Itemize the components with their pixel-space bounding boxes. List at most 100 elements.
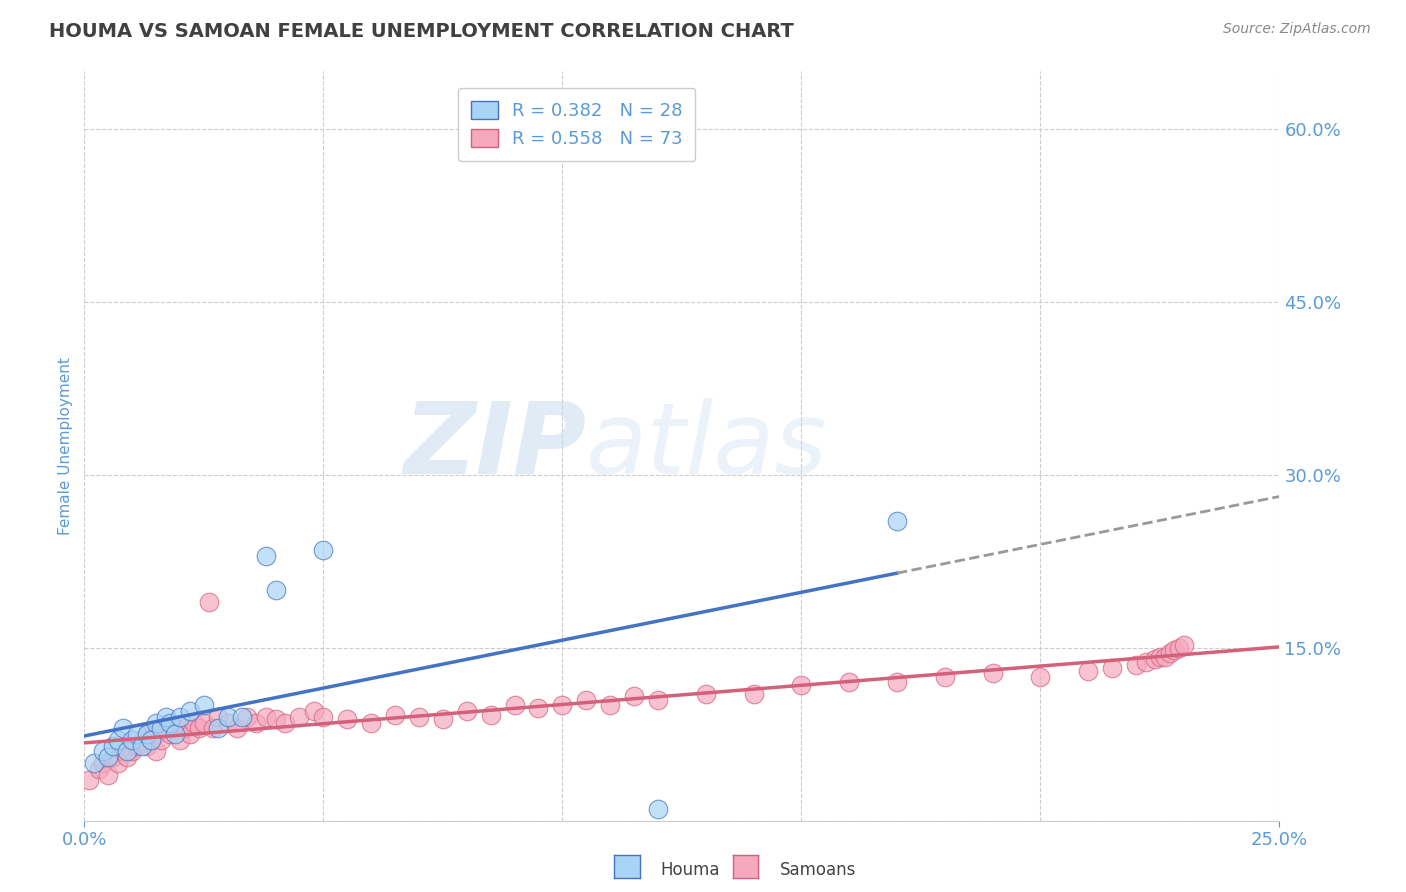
Point	[111, 722, 134, 736]
Point	[1163, 643, 1185, 657]
Point	[264, 583, 287, 598]
Point	[77, 773, 100, 788]
Point	[1029, 669, 1052, 683]
Text: Source: ZipAtlas.com: Source: ZipAtlas.com	[1223, 22, 1371, 37]
Legend: R = 0.382   N = 28, R = 0.558   N = 73: R = 0.382 N = 28, R = 0.558 N = 73	[458, 88, 696, 161]
Point	[155, 710, 177, 724]
Point	[479, 707, 502, 722]
Point	[384, 707, 406, 722]
Point	[193, 698, 215, 713]
Point	[838, 675, 860, 690]
Point	[288, 710, 311, 724]
Point	[179, 704, 201, 718]
Point	[121, 744, 143, 758]
Text: Houma: Houma	[661, 861, 720, 879]
Point	[197, 594, 219, 608]
Point	[575, 692, 598, 706]
Point	[131, 733, 153, 747]
Point	[145, 715, 167, 730]
Point	[981, 666, 1004, 681]
Point	[408, 710, 430, 724]
Point	[302, 704, 325, 718]
Point	[165, 727, 187, 741]
Point	[207, 710, 229, 724]
Point	[141, 733, 163, 747]
Point	[1149, 649, 1171, 664]
Point	[742, 687, 765, 701]
Point	[231, 710, 253, 724]
Point	[1144, 652, 1167, 666]
Point	[183, 715, 205, 730]
Point	[264, 712, 287, 726]
Point	[159, 715, 181, 730]
Point	[456, 704, 478, 718]
Text: ZIP: ZIP	[404, 398, 586, 494]
Point	[254, 549, 277, 563]
Point	[173, 722, 195, 736]
Point	[149, 722, 172, 736]
Point	[790, 678, 813, 692]
Point	[121, 739, 143, 753]
Point	[93, 744, 115, 758]
Point	[155, 722, 177, 736]
Point	[117, 750, 139, 764]
Point	[169, 733, 191, 747]
Point	[135, 739, 157, 753]
Y-axis label: Female Unemployment: Female Unemployment	[58, 357, 73, 535]
Point	[117, 744, 139, 758]
Point	[217, 710, 239, 724]
Point	[1125, 658, 1147, 673]
Point	[101, 750, 124, 764]
Point	[1168, 640, 1191, 655]
Point	[141, 733, 163, 747]
Text: HOUMA VS SAMOAN FEMALE UNEMPLOYMENT CORRELATION CHART: HOUMA VS SAMOAN FEMALE UNEMPLOYMENT CORR…	[49, 22, 794, 41]
Text: Samoans: Samoans	[780, 861, 856, 879]
Point	[360, 715, 382, 730]
Point	[432, 712, 454, 726]
Point	[934, 669, 956, 683]
Point	[245, 715, 267, 730]
Point	[226, 722, 249, 736]
Point	[254, 710, 277, 724]
Point	[236, 710, 259, 724]
Point	[336, 712, 359, 726]
Point	[1173, 639, 1195, 653]
Point	[1153, 649, 1175, 664]
Point	[83, 756, 105, 770]
Point	[193, 715, 215, 730]
Point	[87, 762, 110, 776]
Point	[599, 698, 621, 713]
Point	[135, 727, 157, 741]
Point	[527, 700, 550, 714]
Point	[312, 542, 335, 557]
Point	[121, 733, 143, 747]
Point	[647, 692, 669, 706]
Point	[111, 744, 134, 758]
Point	[188, 722, 211, 736]
Point	[695, 687, 717, 701]
Point	[623, 689, 645, 703]
Point	[647, 802, 669, 816]
Point	[159, 727, 181, 741]
Point	[217, 715, 239, 730]
Point	[145, 727, 167, 741]
Text: atlas: atlas	[586, 398, 828, 494]
Point	[97, 767, 120, 781]
Point	[886, 675, 908, 690]
Point	[503, 698, 526, 713]
Point	[125, 739, 148, 753]
Point	[169, 710, 191, 724]
Point	[101, 739, 124, 753]
Point	[107, 756, 129, 770]
Point	[149, 733, 172, 747]
Point	[107, 733, 129, 747]
Point	[1159, 647, 1181, 661]
Point	[97, 750, 120, 764]
Point	[131, 739, 153, 753]
Point	[179, 727, 201, 741]
Point	[1135, 655, 1157, 669]
Point	[551, 698, 574, 713]
Point	[202, 722, 225, 736]
Point	[1077, 664, 1099, 678]
Point	[274, 715, 297, 730]
